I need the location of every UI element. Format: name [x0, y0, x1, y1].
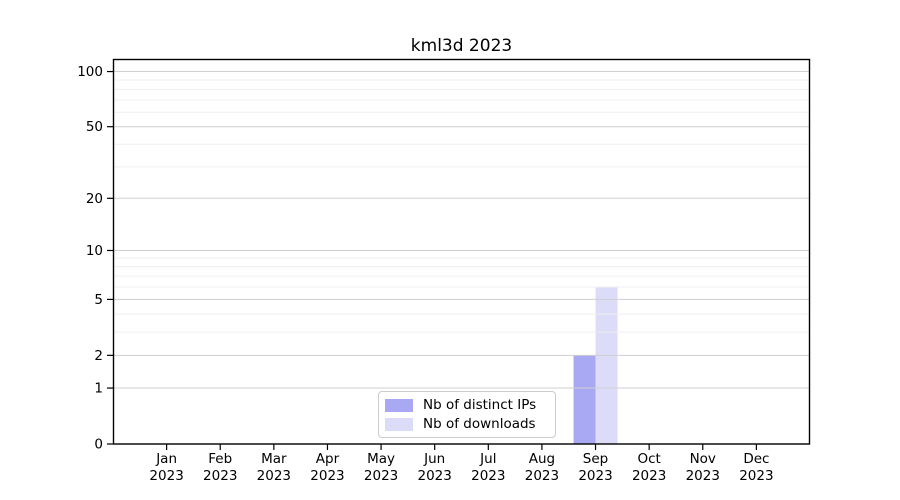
- y-tick-label-0: 0: [94, 437, 103, 453]
- y-tick-label-100: 100: [77, 64, 103, 80]
- legend-label-downloads: Nb of downloads: [423, 416, 536, 432]
- legend-swatch-distinct-ips: [385, 398, 413, 412]
- bar-nb-of-downloads-sep-2023: [595, 286, 618, 444]
- x-tick-label-sep-2023: Sep 2023: [578, 451, 612, 484]
- x-tick-label-may-2023: May 2023: [364, 451, 398, 484]
- chart-title: kml3d 2023: [410, 36, 513, 56]
- y-tick-label-10: 10: [86, 243, 103, 259]
- y-tick-label-1: 1: [94, 381, 103, 397]
- y-tick-label-20: 20: [86, 191, 103, 207]
- bar-nb-of-distinct-ips-sep-2023: [573, 355, 596, 444]
- legend: Nb of distinct IPs Nb of downloads: [378, 391, 556, 438]
- plot-border: [112, 58, 811, 445]
- x-tick-label-jun-2023: Jun 2023: [418, 451, 452, 484]
- x-tick-label-dec-2023: Dec 2023: [739, 451, 773, 484]
- x-tick-label-jul-2023: Jul 2023: [471, 451, 505, 484]
- x-tick-label-oct-2023: Oct 2023: [632, 451, 666, 484]
- y-tick-label-5: 5: [94, 292, 103, 308]
- legend-item-downloads: Nb of downloads: [385, 416, 547, 432]
- x-tick-label-apr-2023: Apr 2023: [310, 451, 344, 484]
- x-tick-label-mar-2023: Mar 2023: [257, 451, 291, 484]
- x-tick-label-jan-2023: Jan 2023: [149, 451, 183, 484]
- y-tick-label-50: 50: [86, 119, 103, 135]
- x-tick-label-aug-2023: Aug 2023: [525, 451, 559, 484]
- x-tick-label-feb-2023: Feb 2023: [203, 451, 237, 484]
- legend-swatch-downloads: [385, 417, 413, 431]
- legend-item-distinct-ips: Nb of distinct IPs: [385, 397, 547, 413]
- x-tick-label-nov-2023: Nov 2023: [686, 451, 720, 484]
- y-tick-label-2: 2: [94, 348, 103, 364]
- legend-label-distinct-ips: Nb of distinct IPs: [423, 397, 537, 413]
